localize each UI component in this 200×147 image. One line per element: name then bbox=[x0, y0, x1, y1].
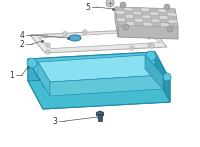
Polygon shape bbox=[166, 9, 176, 13]
Polygon shape bbox=[43, 80, 170, 109]
Circle shape bbox=[150, 44, 154, 48]
Circle shape bbox=[43, 34, 47, 38]
Polygon shape bbox=[142, 15, 151, 19]
Circle shape bbox=[163, 73, 171, 81]
Circle shape bbox=[148, 43, 152, 47]
Polygon shape bbox=[158, 12, 168, 16]
Polygon shape bbox=[117, 18, 126, 22]
Polygon shape bbox=[115, 7, 178, 27]
Polygon shape bbox=[125, 18, 135, 22]
Circle shape bbox=[46, 50, 50, 54]
Polygon shape bbox=[115, 7, 118, 37]
Polygon shape bbox=[155, 52, 170, 102]
Polygon shape bbox=[50, 75, 163, 96]
Circle shape bbox=[123, 24, 129, 30]
Polygon shape bbox=[152, 22, 161, 26]
Polygon shape bbox=[141, 11, 150, 15]
Polygon shape bbox=[169, 23, 178, 27]
Circle shape bbox=[146, 51, 156, 61]
Polygon shape bbox=[30, 29, 167, 53]
Polygon shape bbox=[132, 8, 141, 11]
Polygon shape bbox=[38, 62, 50, 96]
Polygon shape bbox=[115, 7, 124, 11]
Circle shape bbox=[63, 31, 67, 36]
Circle shape bbox=[135, 28, 139, 32]
Circle shape bbox=[147, 35, 151, 39]
Circle shape bbox=[46, 43, 50, 47]
Polygon shape bbox=[125, 15, 134, 18]
Polygon shape bbox=[134, 18, 143, 22]
Polygon shape bbox=[160, 23, 169, 27]
Circle shape bbox=[130, 46, 134, 50]
Polygon shape bbox=[150, 12, 159, 16]
Polygon shape bbox=[135, 22, 144, 26]
Polygon shape bbox=[160, 19, 169, 23]
Polygon shape bbox=[158, 8, 167, 12]
Circle shape bbox=[164, 4, 170, 10]
Polygon shape bbox=[97, 111, 103, 117]
Ellipse shape bbox=[69, 35, 81, 41]
Polygon shape bbox=[167, 12, 176, 16]
Polygon shape bbox=[98, 114, 102, 121]
Polygon shape bbox=[28, 74, 170, 109]
Polygon shape bbox=[168, 20, 177, 23]
Circle shape bbox=[167, 26, 173, 32]
Text: 5: 5 bbox=[86, 2, 90, 11]
Circle shape bbox=[120, 2, 126, 8]
Polygon shape bbox=[141, 8, 150, 12]
Text: 1: 1 bbox=[10, 71, 14, 80]
Polygon shape bbox=[150, 15, 160, 19]
Polygon shape bbox=[116, 14, 125, 18]
Polygon shape bbox=[151, 19, 160, 23]
Circle shape bbox=[106, 0, 114, 7]
Text: 4: 4 bbox=[20, 30, 24, 40]
Polygon shape bbox=[39, 32, 161, 49]
Polygon shape bbox=[143, 22, 152, 26]
Polygon shape bbox=[117, 21, 127, 25]
Polygon shape bbox=[118, 25, 178, 39]
Circle shape bbox=[27, 58, 37, 68]
Polygon shape bbox=[133, 15, 143, 19]
Polygon shape bbox=[28, 52, 170, 87]
Polygon shape bbox=[116, 11, 125, 15]
Polygon shape bbox=[124, 7, 133, 11]
Polygon shape bbox=[149, 8, 158, 12]
Polygon shape bbox=[159, 16, 168, 20]
Text: 3: 3 bbox=[53, 117, 57, 126]
Polygon shape bbox=[145, 55, 163, 89]
Circle shape bbox=[83, 30, 87, 34]
Polygon shape bbox=[38, 55, 163, 82]
Polygon shape bbox=[126, 22, 135, 26]
Polygon shape bbox=[168, 16, 177, 20]
Text: 2: 2 bbox=[20, 40, 24, 49]
Circle shape bbox=[42, 80, 50, 88]
Polygon shape bbox=[28, 52, 155, 81]
Polygon shape bbox=[143, 19, 152, 22]
Polygon shape bbox=[28, 59, 43, 109]
Polygon shape bbox=[124, 11, 133, 15]
Polygon shape bbox=[133, 11, 142, 15]
